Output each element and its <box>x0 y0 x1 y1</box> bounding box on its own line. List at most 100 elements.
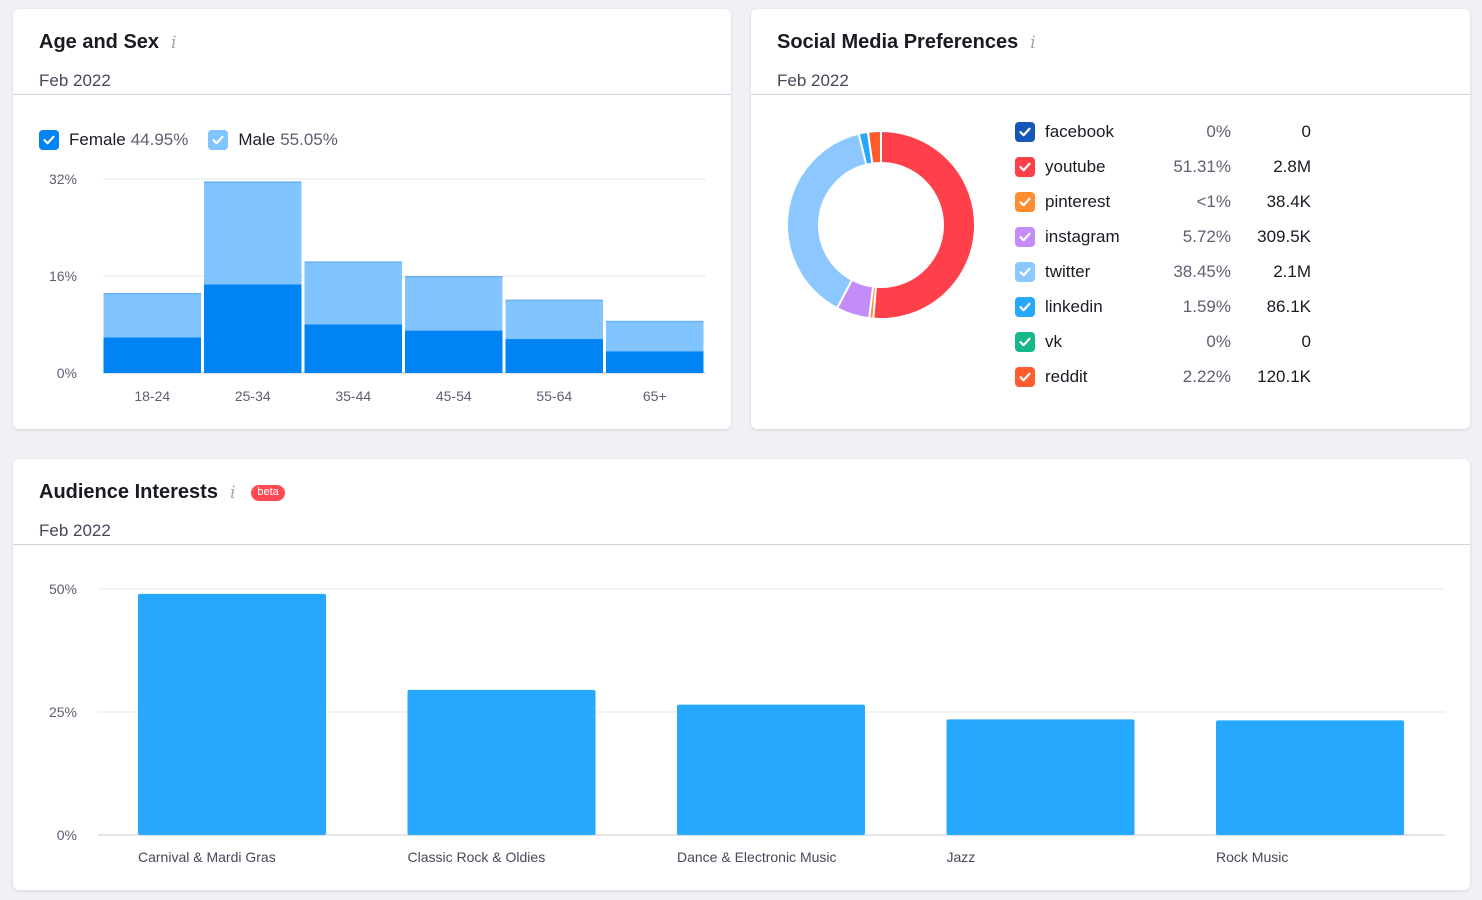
social-row-vk[interactable]: vk 0% 0 <box>1015 324 1315 359</box>
checkbox-checked-icon[interactable] <box>208 130 229 150</box>
social-network-share: 5.72% <box>1182 226 1231 246</box>
bar-male[interactable] <box>606 320 704 352</box>
checkbox-checked-icon[interactable] <box>39 130 59 150</box>
checkbox-checked-icon[interactable] <box>1015 191 1035 212</box>
social-network-count: 86.1K <box>1266 296 1311 316</box>
social-network-name: reddit <box>1045 366 1088 386</box>
social-network-name: youtube <box>1045 156 1106 176</box>
social-network-share: 0% <box>1206 121 1231 141</box>
social-network-count: 0 <box>1301 331 1311 351</box>
x-tick-label: Rock Music <box>1216 849 1288 865</box>
x-tick-label: 25-34 <box>235 388 271 404</box>
legend-value: 44.95% <box>130 130 189 149</box>
checkbox-checked-icon[interactable] <box>1015 226 1035 247</box>
bar-male[interactable] <box>505 299 604 340</box>
social-media-title-text: Social Media Preferences <box>777 31 1019 53</box>
x-tick-label: Classic Rock & Oldies <box>408 849 546 865</box>
checkbox-checked-icon[interactable] <box>1015 331 1035 352</box>
bar-top-edge <box>304 261 402 263</box>
info-icon[interactable]: i <box>1030 32 1036 53</box>
social-network-count: 120.1K <box>1257 366 1311 386</box>
beta-badge: beta <box>251 484 285 501</box>
social-network-name: twitter <box>1045 261 1091 281</box>
age-sex-header <box>13 9 731 95</box>
interest-bar[interactable] <box>1216 720 1404 835</box>
y-tick-label: 0% <box>57 827 77 843</box>
social-row-reddit[interactable]: reddit 2.22% 120.1K <box>1015 359 1315 394</box>
checkbox-checked-icon[interactable] <box>1015 296 1035 317</box>
social-network-name: vk <box>1045 331 1062 351</box>
audience-interests-header <box>13 459 1470 545</box>
checkbox-checked-icon[interactable] <box>1015 121 1035 142</box>
bar-female[interactable] <box>606 351 704 373</box>
y-tick-label: 0% <box>57 365 77 381</box>
age-sex-title-text: Age and Sex <box>39 31 160 53</box>
bar-top-edge <box>505 299 603 302</box>
info-icon[interactable]: i <box>229 482 236 503</box>
legend-item-female[interactable]: Female 44.95% <box>39 130 188 150</box>
social-media-card: Social Media Preferences i Feb 2022 face… <box>751 9 1470 429</box>
social-network-count: 2.1M <box>1273 261 1311 281</box>
interest-bar[interactable] <box>407 689 596 835</box>
social-network-share: 51.31% <box>1173 156 1231 176</box>
bar-female[interactable] <box>103 337 202 373</box>
legend-item-male[interactable]: Male 55.05% <box>208 130 338 150</box>
audience-interests-title-text: Audience Interests <box>39 481 218 503</box>
interest-bar[interactable] <box>946 719 1135 835</box>
donut-slice-youtube[interactable] <box>872 129 976 320</box>
donut-slice-twitter[interactable] <box>786 132 868 310</box>
age-sex-card: Age and Sex i Feb 2022 Female 44.95% Mal… <box>13 9 731 429</box>
y-tick-label: 25% <box>49 704 77 720</box>
y-tick-label: 50% <box>49 581 77 597</box>
bar-top-edge <box>204 181 302 183</box>
social-row-linkedin[interactable]: linkedin 1.59% 86.1K <box>1015 289 1315 324</box>
social-row-youtube[interactable]: youtube 51.31% 2.8M <box>1015 149 1315 184</box>
checkbox-checked-icon[interactable] <box>1015 366 1035 387</box>
social-row-twitter[interactable]: twitter 38.45% 2.1M <box>1015 254 1315 289</box>
social-network-name: facebook <box>1045 121 1114 141</box>
bar-female[interactable] <box>505 339 604 373</box>
bar-female[interactable] <box>304 324 403 374</box>
x-tick-label: 65+ <box>643 388 667 404</box>
social-row-instagram[interactable]: instagram 5.72% 309.5K <box>1015 219 1315 254</box>
bar-top-edge <box>103 292 201 295</box>
age-sex-legend: Female 44.95% Male 55.05% <box>39 130 358 150</box>
social-network-share: 2.22% <box>1182 366 1231 386</box>
bar-male[interactable] <box>304 261 403 325</box>
legend-value: 55.05% <box>280 130 338 149</box>
social-network-share: 38.45% <box>1173 261 1231 281</box>
social-media-header <box>751 9 1470 95</box>
social-network-count: 0 <box>1301 121 1311 141</box>
social-network-count: 38.4K <box>1266 191 1311 211</box>
age-sex-date: Feb 2022 <box>39 71 111 90</box>
checkbox-checked-icon[interactable] <box>1015 156 1035 177</box>
social-network-count: 2.8M <box>1273 156 1311 176</box>
x-tick-label: Carnival & Mardi Gras <box>138 849 276 865</box>
x-tick-label: 55-64 <box>536 388 572 404</box>
x-tick-label: 18-24 <box>134 388 170 404</box>
bar-female[interactable] <box>204 284 302 373</box>
bar-female[interactable] <box>405 330 503 373</box>
interest-bar[interactable] <box>138 593 326 835</box>
audience-interests-title: Audience Interests i beta <box>39 481 285 504</box>
x-tick-label: Jazz <box>947 849 976 865</box>
social-network-share: 1.59% <box>1182 296 1231 316</box>
info-icon[interactable]: i <box>171 32 177 53</box>
bar-male[interactable] <box>204 181 302 285</box>
social-media-date: Feb 2022 <box>777 71 849 90</box>
age-sex-bar-chart: 0% 16% 32% 18-24 25-34 35-44 45-54 55-64 65+ <box>49 171 706 404</box>
donut-slice-reddit[interactable] <box>866 129 882 165</box>
interest-bar[interactable] <box>677 704 865 835</box>
bar-male[interactable] <box>103 292 202 338</box>
bar-top-edge <box>606 320 704 323</box>
x-tick-label: 45-54 <box>436 388 472 404</box>
social-network-name: linkedin <box>1045 296 1103 316</box>
social-media-title: Social Media Preferences i <box>777 31 1036 54</box>
checkbox-checked-icon[interactable] <box>1015 261 1035 282</box>
social-row-facebook[interactable]: facebook 0% 0 <box>1015 114 1315 149</box>
bar-top-edge <box>405 276 503 278</box>
social-row-pinterest[interactable]: pinterest <1% 38.4K <box>1015 184 1315 219</box>
social-network-name: pinterest <box>1045 191 1111 211</box>
social-media-donut-chart <box>786 129 976 320</box>
bar-male[interactable] <box>405 276 503 331</box>
